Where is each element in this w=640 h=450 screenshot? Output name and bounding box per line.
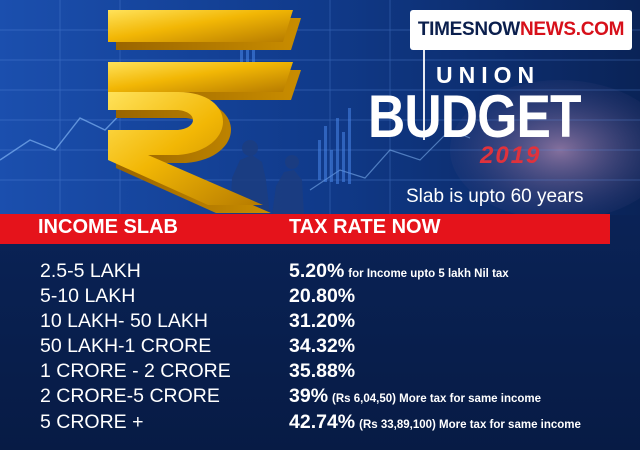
row-slab: 1 CRORE - 2 CRORE [40, 360, 231, 382]
row-rate: 42.74% (Rs 33,89,100) More tax for same i… [289, 411, 581, 434]
union-budget-title: UNION BUDGET 2019 [368, 62, 618, 172]
header-tax-rate: TAX RATE NOW [289, 216, 441, 238]
row-rate: 31.20% [289, 310, 355, 333]
row-rate: 34.32% [289, 335, 355, 358]
row-rate-value: 31.20% [289, 310, 356, 332]
table-header-band [0, 214, 610, 244]
row-rate: 20.80% [289, 285, 355, 308]
header-income-slab: INCOME SLAB [38, 216, 178, 238]
table-row: 50 LAKH-1 CRORE 34.32% [0, 335, 640, 361]
row-note: (Rs 33,89,100) More tax for same income [359, 419, 581, 431]
row-note: (Rs 6,04,50) More tax for same income [332, 393, 542, 405]
row-slab: 50 LAKH-1 CRORE [40, 335, 212, 357]
row-rate-value: 42.74% [289, 411, 356, 433]
budget-label: BUDGET [368, 83, 582, 150]
brand-logo[interactable]: TIMESNOW NEWS.COM [410, 10, 632, 50]
table-row: 2.5-5 LAKH 5.20% for Income upto 5 lakh N… [0, 260, 640, 286]
row-slab: 5 CRORE + [40, 411, 144, 433]
table-row: 10 LAKH- 50 LAKH 31.20% [0, 310, 640, 336]
row-rate-value: 5.20% [289, 260, 345, 282]
subtitle: Slab is upto 60 years [406, 186, 584, 207]
rupee-symbol-icon [108, 10, 301, 213]
row-rate-value: 35.88% [289, 360, 356, 382]
table-row: 2 CRORE-5 CRORE 39% (Rs 6,04,50) More tax… [0, 385, 640, 411]
table-row: 1 CRORE - 2 CRORE 35.88% [0, 360, 640, 386]
row-rate: 35.88% [289, 360, 355, 383]
union-label: UNION [436, 62, 541, 88]
budget-year: 2019 [480, 142, 542, 169]
row-rate-value: 34.32% [289, 335, 356, 357]
row-rate-value: 39% [289, 385, 329, 407]
row-slab: 2.5-5 LAKH [40, 260, 141, 282]
row-note: for Income upto 5 lakh Nil tax [348, 268, 509, 280]
row-slab: 10 LAKH- 50 LAKH [40, 310, 209, 332]
brand-logo-part1: TIMESNOW [417, 19, 520, 40]
row-rate: 39% (Rs 6,04,50) More tax for same income [289, 385, 541, 408]
row-rate-value: 20.80% [289, 285, 356, 307]
brand-logo-part2: NEWS.COM [519, 19, 625, 40]
row-rate: 5.20% for Income upto 5 lakh Nil tax [289, 260, 509, 283]
row-slab: 5-10 LAKH [40, 285, 136, 307]
table-row: 5 CRORE + 42.74% (Rs 33,89,100) More tax … [0, 411, 640, 437]
row-slab: 2 CRORE-5 CRORE [40, 385, 220, 407]
table-row: 5-10 LAKH 20.80% [0, 285, 640, 311]
